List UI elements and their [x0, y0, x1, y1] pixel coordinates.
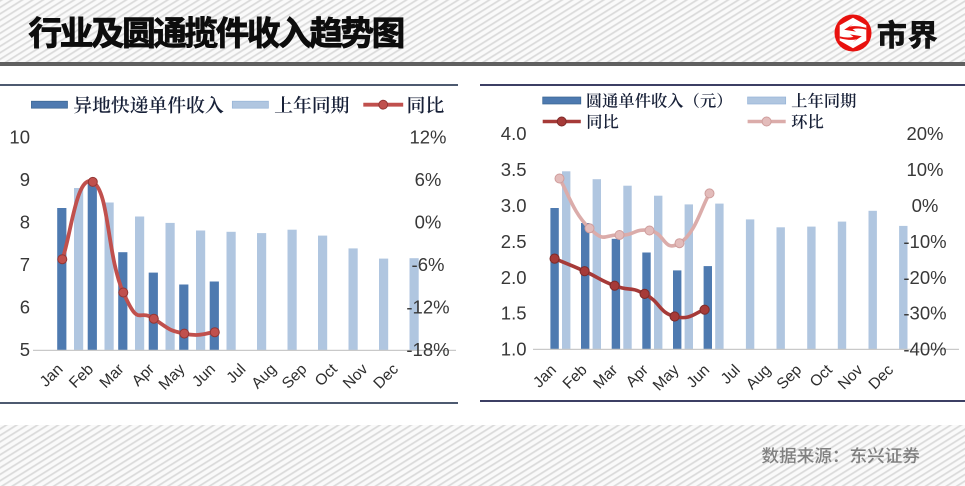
svg-text:Oct: Oct	[312, 360, 342, 390]
svg-text:1.5: 1.5	[501, 303, 527, 324]
svg-text:7: 7	[20, 254, 30, 275]
svg-text:6: 6	[20, 296, 30, 317]
svg-text:4.0: 4.0	[501, 123, 527, 144]
svg-text:Dec: Dec	[370, 361, 402, 393]
svg-text:Apr: Apr	[623, 362, 652, 391]
svg-text:1.0: 1.0	[501, 339, 527, 360]
svg-text:Feb: Feb	[560, 362, 591, 393]
svg-text:5: 5	[20, 339, 30, 360]
svg-text:0%: 0%	[415, 211, 442, 232]
svg-text:10%: 10%	[906, 159, 943, 180]
svg-text:-6%: -6%	[412, 254, 445, 275]
svg-text:Nov: Nov	[835, 361, 867, 393]
svg-text:Jun: Jun	[684, 362, 714, 392]
svg-text:Apr: Apr	[129, 361, 158, 390]
svg-text:20%: 20%	[906, 123, 943, 144]
svg-text:Mar: Mar	[590, 362, 621, 393]
svg-text:May: May	[650, 361, 683, 394]
svg-text:Jan: Jan	[37, 361, 67, 391]
svg-text:Mar: Mar	[97, 361, 128, 392]
svg-text:Nov: Nov	[340, 361, 372, 393]
svg-text:12%: 12%	[409, 126, 446, 147]
svg-text:-30%: -30%	[903, 303, 946, 324]
svg-text:Feb: Feb	[66, 361, 97, 392]
svg-text:Sep: Sep	[774, 362, 806, 394]
svg-text:10: 10	[9, 126, 30, 147]
svg-text:Oct: Oct	[807, 361, 837, 391]
svg-text:0%: 0%	[912, 195, 939, 216]
svg-text:Jun: Jun	[189, 361, 219, 391]
svg-text:Jul: Jul	[718, 362, 744, 388]
svg-text:Dec: Dec	[866, 361, 898, 393]
svg-text:-40%: -40%	[903, 339, 946, 360]
svg-text:-10%: -10%	[903, 231, 946, 252]
svg-text:-12%: -12%	[406, 296, 449, 317]
svg-text:May: May	[156, 361, 189, 394]
svg-text:8: 8	[20, 211, 30, 232]
svg-text:Jul: Jul	[223, 361, 249, 387]
svg-text:Aug: Aug	[743, 362, 775, 394]
svg-text:2.0: 2.0	[501, 267, 527, 288]
svg-text:9: 9	[20, 169, 30, 190]
svg-text:3.0: 3.0	[501, 195, 527, 216]
svg-text:Aug: Aug	[248, 361, 280, 393]
svg-text:3.5: 3.5	[501, 159, 527, 180]
svg-text:6%: 6%	[415, 169, 442, 190]
svg-text:Sep: Sep	[279, 361, 311, 393]
svg-text:Jan: Jan	[530, 362, 560, 392]
svg-text:2.5: 2.5	[501, 231, 527, 252]
svg-text:-20%: -20%	[903, 267, 946, 288]
svg-text:-18%: -18%	[406, 339, 449, 360]
